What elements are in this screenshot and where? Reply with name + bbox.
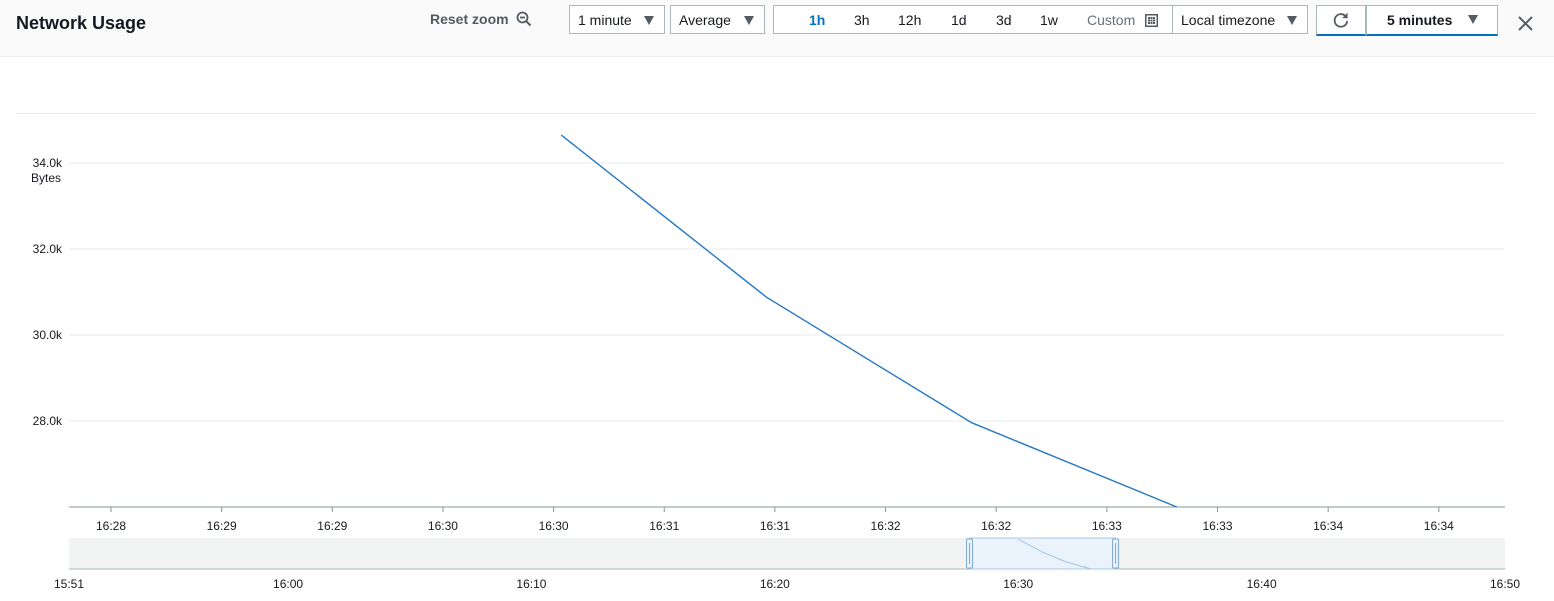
y-axis-label: Bytes: [31, 171, 61, 185]
range-1h-button[interactable]: 1h: [809, 12, 826, 28]
y-tick-label: 34.0k: [33, 156, 63, 170]
navigator-tick-label: 16:40: [1247, 577, 1277, 591]
y-tick-label: 28.0k: [33, 414, 63, 428]
navigator-series-line: [1017, 538, 1092, 570]
x-tick-label: 16:30: [428, 519, 458, 533]
navigator-selection[interactable]: [969, 537, 1117, 570]
period-value: 1 minute: [578, 12, 632, 28]
custom-range-label: Custom: [1087, 12, 1136, 28]
reset-zoom-label: Reset zoom: [430, 11, 509, 27]
caret-down-icon: [1287, 16, 1297, 25]
series-line: [560, 134, 1178, 508]
x-tick-label: 16:32: [871, 519, 901, 533]
navigator-tick-label: 15:51: [54, 577, 84, 591]
period-dropdown[interactable]: 1 minute: [569, 5, 665, 34]
range-1w-button[interactable]: 1w: [1040, 12, 1058, 28]
custom-range-button[interactable]: Custom: [1087, 12, 1159, 28]
x-tick-label: 16:32: [981, 519, 1011, 533]
timezone-dropdown[interactable]: Local timezone: [1172, 5, 1308, 34]
caret-down-icon: [1468, 15, 1478, 24]
range-3d-button[interactable]: 3d: [996, 12, 1012, 28]
navigator-tick-label: 16:10: [516, 577, 546, 591]
navigator-tick-label: 16:30: [1003, 577, 1033, 591]
x-tick-label: 16:33: [1092, 519, 1122, 533]
navigator-background: [69, 538, 1505, 569]
chart-divider: [16, 113, 1536, 114]
x-tick-label: 16:34: [1424, 519, 1454, 533]
range-3h-button[interactable]: 3h: [854, 12, 870, 28]
caret-down-icon: [644, 16, 654, 25]
refresh-button[interactable]: [1316, 5, 1366, 36]
refresh-interval-value: 5 minutes: [1387, 12, 1453, 28]
statistic-value: Average: [679, 12, 731, 28]
x-tick-label: 16:31: [649, 519, 679, 533]
x-tick-label: 16:28: [96, 519, 126, 533]
page-title: Network Usage: [16, 13, 147, 33]
reset-zoom-button[interactable]: Reset zoom: [430, 11, 532, 27]
x-tick-label: 16:33: [1202, 519, 1232, 533]
x-tick-label: 16:30: [539, 519, 569, 533]
refresh-interval-dropdown[interactable]: 5 minutes: [1366, 5, 1498, 36]
x-tick-label: 16:29: [207, 519, 237, 533]
caret-down-icon: [744, 16, 754, 25]
x-tick-label: 16:29: [317, 519, 347, 533]
refresh-icon: [1333, 12, 1349, 28]
navigator-tick-label: 16:50: [1490, 577, 1520, 591]
chart-header: Network Usage Reset zoom 1 minute Averag…: [0, 0, 1554, 57]
range-1d-button[interactable]: 1d: [951, 12, 967, 28]
time-range-selector: 1h 3h 12h 1d 3d 1w Custom: [773, 5, 1173, 34]
y-tick-label: 30.0k: [33, 328, 63, 342]
range-12h-button[interactable]: 12h: [898, 12, 922, 28]
x-tick-label: 16:34: [1313, 519, 1343, 533]
navigator-tick-label: 16:20: [760, 577, 790, 591]
y-tick-label: 32.0k: [33, 242, 63, 256]
calendar-icon: [1145, 14, 1159, 27]
zoom-out-icon: [517, 11, 532, 27]
x-tick-label: 16:31: [760, 519, 790, 533]
statistic-dropdown[interactable]: Average: [670, 5, 765, 34]
close-icon[interactable]: [1516, 14, 1536, 34]
navigator-tick-label: 16:00: [273, 577, 303, 591]
timezone-value: Local timezone: [1181, 12, 1276, 28]
